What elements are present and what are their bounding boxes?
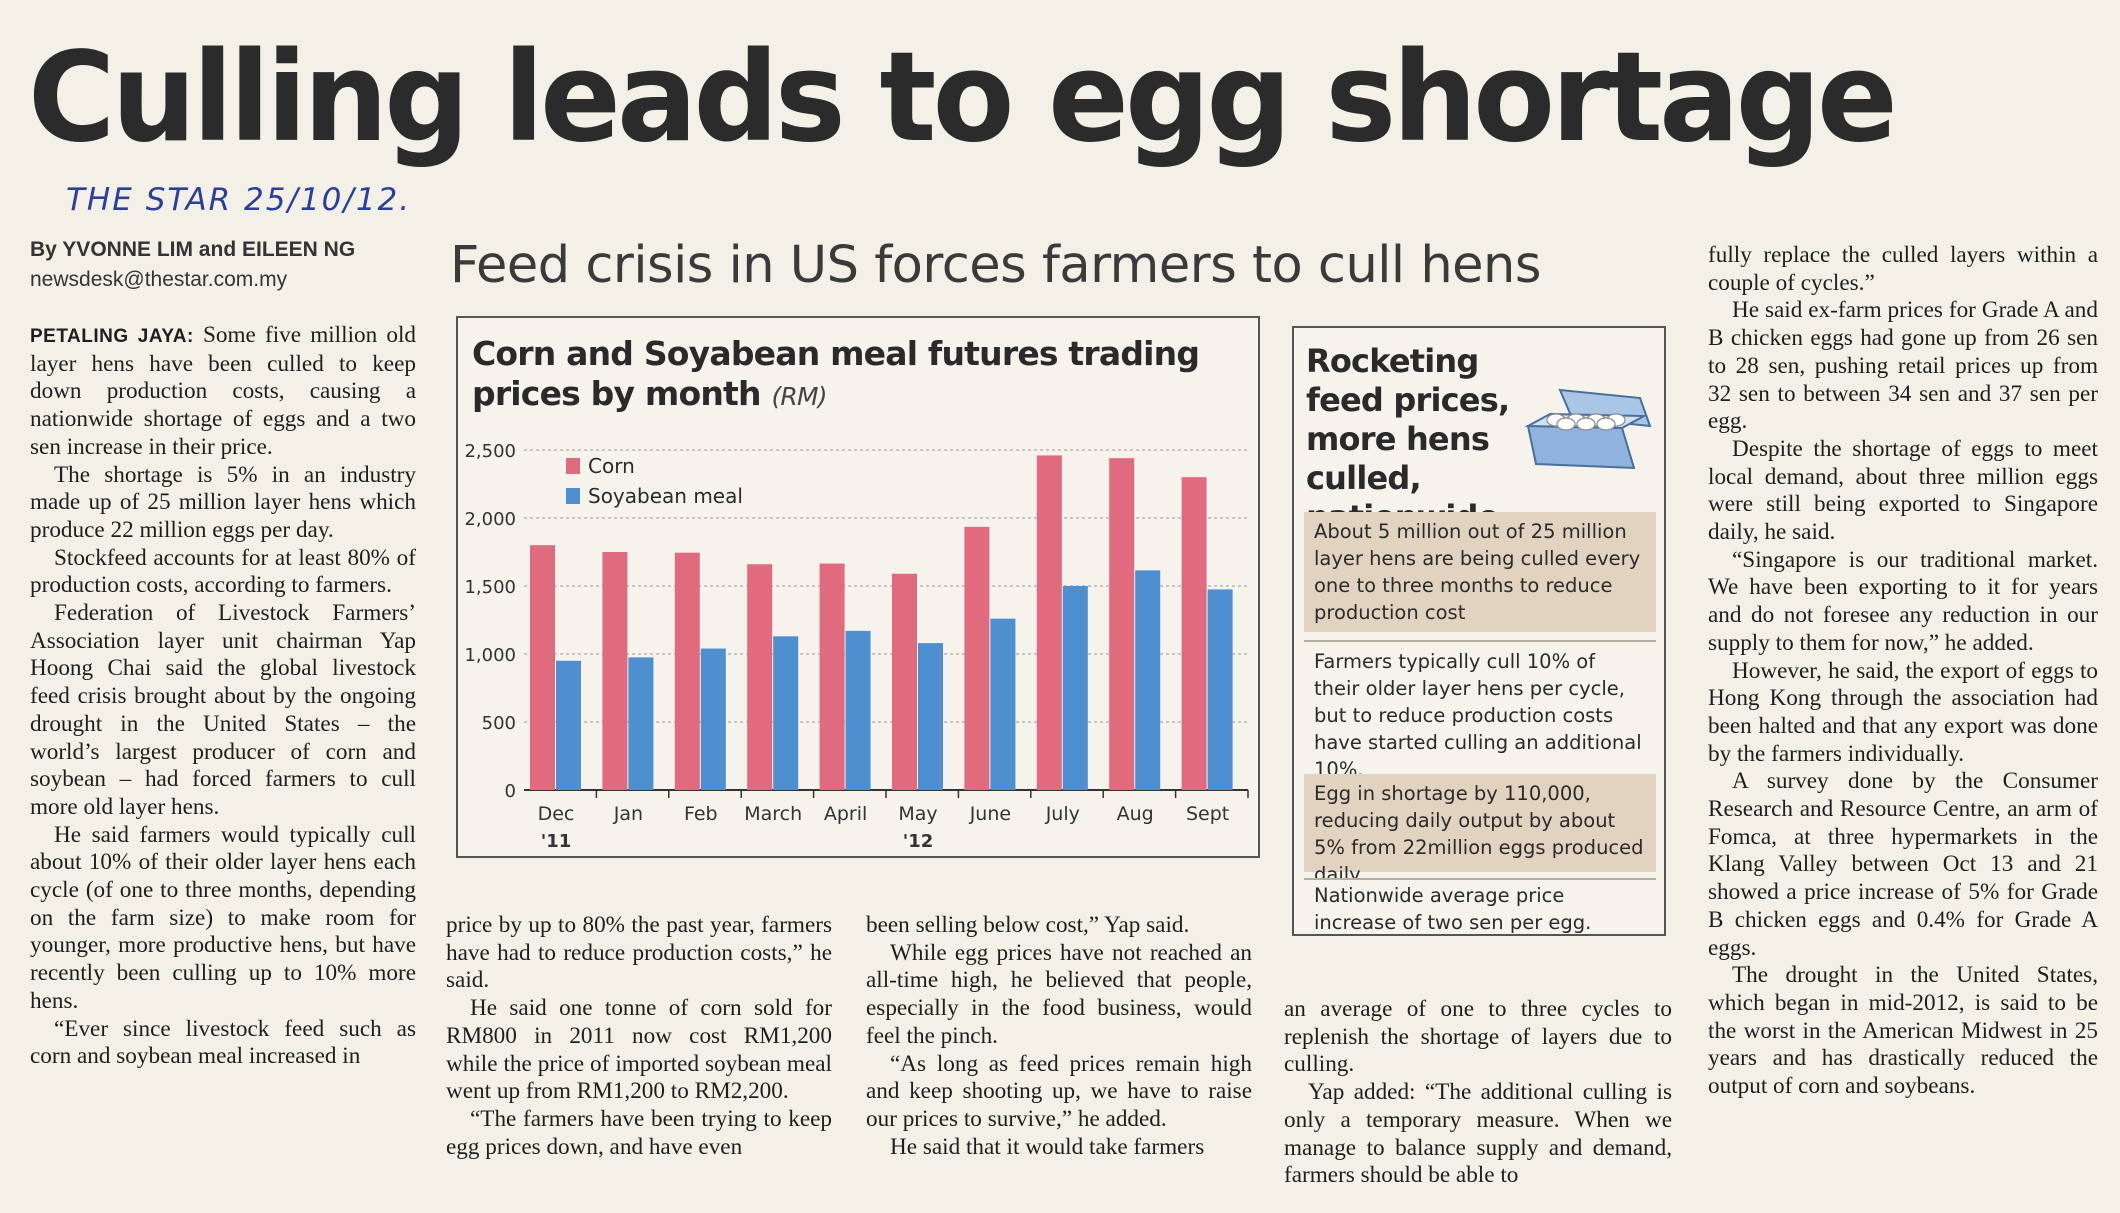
y-tick-label: 2,500 <box>464 441 516 462</box>
y-tick-label: 0 <box>505 781 516 802</box>
y-tick-label: 1,500 <box>464 577 516 598</box>
bar-corn <box>1181 477 1207 790</box>
info-fact-egg-shortage: Egg in shortage by 110,000, reducing dai… <box>1304 774 1656 886</box>
article-paragraph: “As long as feed prices remain high and … <box>866 1050 1252 1132</box>
x-year-label: '11 <box>541 831 572 852</box>
article-paragraph: PETALING JAYA: Some five million old lay… <box>30 322 416 462</box>
bar-soyabean-meal <box>918 643 943 790</box>
author-email: newsdesk@thestar.com.my <box>30 268 288 291</box>
legend-swatch <box>566 488 580 504</box>
x-year-label: '12 <box>903 831 934 852</box>
bar-soyabean-meal <box>628 657 654 790</box>
bar-corn <box>892 573 917 790</box>
bar-corn <box>819 563 845 790</box>
x-tick-label: May <box>898 803 937 825</box>
article-paragraph: However, he said, the export of eggs to … <box>1708 657 2098 767</box>
y-tick-label: 1,000 <box>464 645 516 666</box>
article-column-4: an average of one to three cycles to rep… <box>1284 996 1672 1190</box>
bar-soyabean-meal <box>1135 570 1161 790</box>
legend-label: Soyabean meal <box>588 484 743 508</box>
bar-soyabean-meal <box>556 660 581 790</box>
chart-box: Corn and Soyabean meal futures trading p… <box>456 316 1260 858</box>
y-tick-label: 500 <box>482 713 516 734</box>
x-tick-label: Feb <box>684 803 718 825</box>
bar-corn <box>1109 458 1135 790</box>
handwritten-source-note: THE STAR 25/10/12. <box>66 182 412 218</box>
article-paragraph: Yap added: “The additional culling is on… <box>1284 1079 1672 1189</box>
bar-chart: 0 500 1,000 1,500 2,000 2,500 Dec '11 Jan Feb Marc… <box>464 441 1249 852</box>
bar-corn <box>602 552 628 790</box>
chart-unit: (RM) <box>771 382 827 411</box>
bar-corn <box>964 526 990 790</box>
article-column-3: been selling below cost,” Yap said. Whil… <box>866 912 1252 1161</box>
x-tick-label: Dec <box>538 803 575 825</box>
bar-corn <box>1036 455 1062 790</box>
article-paragraph: “Singapore is our traditional market. We… <box>1708 546 2098 656</box>
x-tick-label: Sept <box>1186 803 1229 825</box>
x-tick-label: Aug <box>1117 803 1154 825</box>
article-column-1: PETALING JAYA: Some five million old lay… <box>30 322 416 1071</box>
info-fact-culling-rate: Farmers typically cull 10% of their olde… <box>1304 640 1656 781</box>
lead-text: Some five million old layer hens have be… <box>30 322 416 460</box>
article-column-2: price by up to 80% the past year, farmer… <box>446 912 832 1161</box>
egg-carton-icon <box>1524 388 1652 470</box>
article-paragraph: Federation of Livestock Farmers’ Associa… <box>30 600 416 820</box>
article-paragraph: The shortage is 5% in an industry made u… <box>30 461 416 543</box>
article-paragraph: an average of one to three cycles to rep… <box>1284 996 1672 1078</box>
article-paragraph: He said farmers would typically cull abo… <box>30 821 416 1014</box>
info-fact-price-increase: Nationwide average price increase of two… <box>1304 878 1656 934</box>
bar-soyabean-meal <box>1062 586 1088 790</box>
x-tick-label: March <box>744 803 802 825</box>
article-paragraph: fully replace the culled layers within a… <box>1708 242 2098 296</box>
headline: Culling leads to egg shortage <box>28 26 1898 170</box>
x-tick-label: Jan <box>613 803 643 825</box>
legend-label: Corn <box>588 454 635 478</box>
article-paragraph: been selling below cost,” Yap said. <box>866 912 1190 938</box>
article-paragraph: A survey done by the Consumer Research a… <box>1708 768 2098 961</box>
bar-soyabean-meal <box>1207 589 1233 790</box>
info-box: Rocketing feed prices, more hens culled,… <box>1292 326 1666 936</box>
article-paragraph: Stockfeed accounts for at least 80% of p… <box>30 544 416 599</box>
x-tick-label: April <box>824 803 867 825</box>
y-tick-label: 2,000 <box>464 509 516 530</box>
bar-corn <box>747 564 773 790</box>
article-paragraph: While egg prices have not reached an all… <box>866 939 1252 1049</box>
article-paragraph: Despite the shortage of eggs to meet loc… <box>1708 435 2098 546</box>
subheadline: Feed crisis in US forces farmers to cull… <box>450 236 1541 295</box>
byline: By YVONNE LIM and EILEEN NG <box>30 238 356 261</box>
article-paragraph: The drought in the United States, which … <box>1708 962 2098 1100</box>
bar-soyabean-meal <box>845 630 871 790</box>
x-tick-label: June <box>969 803 1011 825</box>
bar-corn <box>674 552 700 790</box>
legend-swatch <box>566 458 580 474</box>
x-tick-label: July <box>1045 803 1080 825</box>
article-paragraph: He said one tonne of corn sold for RM800… <box>446 995 832 1105</box>
bar-soyabean-meal <box>773 636 799 790</box>
article-column-5: fully replace the culled layers within a… <box>1708 242 2098 1101</box>
info-fact-culled-hens: About 5 million out of 25 million layer … <box>1304 512 1656 632</box>
article-paragraph: price by up to 80% the past year, farmer… <box>446 912 832 994</box>
article-paragraph: “The farmers have been trying to keep eg… <box>446 1105 832 1160</box>
bar-corn <box>530 545 555 790</box>
article-paragraph: “Ever since livestock feed such as corn … <box>30 1015 416 1070</box>
dateline: PETALING JAYA: <box>30 326 194 347</box>
bar-soyabean-meal <box>700 648 726 790</box>
article-paragraph: He said ex-farm prices for Grade A and B… <box>1708 297 2098 435</box>
bar-soyabean-meal <box>990 618 1016 790</box>
chart-title: Corn and Soyabean meal futures trading p… <box>472 334 1252 417</box>
chart-title-text: Corn and Soyabean meal futures trading p… <box>472 334 1200 413</box>
article-paragraph: He said that it would take farmers <box>890 1133 1205 1160</box>
